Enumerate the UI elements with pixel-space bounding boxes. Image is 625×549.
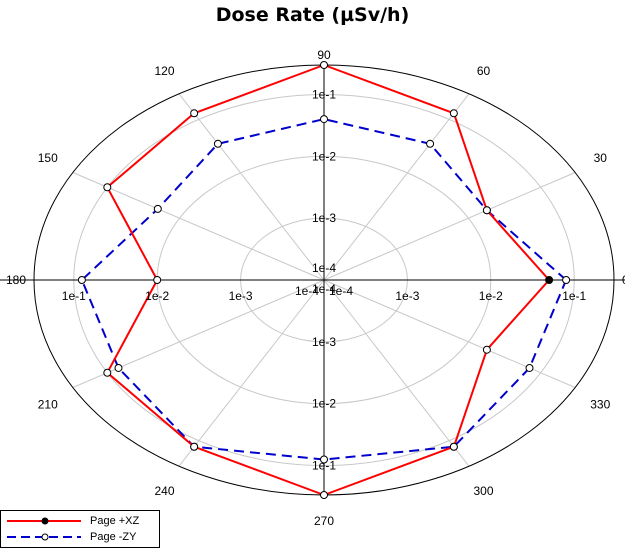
series-0-point-0 <box>545 276 554 284</box>
legend-label-0: Page +XZ <box>90 515 140 527</box>
angle-tick-label-240: 240 <box>154 484 174 498</box>
legend-label-1: Page -ZY <box>90 531 137 543</box>
angle-tick-label-150: 150 <box>38 151 58 165</box>
radial-label-n-3: 1e-1 <box>312 88 336 102</box>
series-0-point-4 <box>190 109 199 118</box>
radial-label-center-s: 1e-4 <box>312 282 336 296</box>
labels-layer: 03060901201501802102402703003301e-41e-41… <box>6 48 625 528</box>
radial-label-s-3: 1e-1 <box>312 458 336 472</box>
angle-tick-label-120: 120 <box>154 64 174 78</box>
series-0-point-3 <box>320 61 328 69</box>
spoke-60 <box>323 93 470 281</box>
grid <box>0 64 625 496</box>
angle-tick-label-300: 300 <box>473 484 493 498</box>
radial-label-s-2: 1e-2 <box>312 397 336 411</box>
series-1-point-3 <box>320 115 328 124</box>
series-layer <box>77 61 571 499</box>
spoke-120 <box>178 93 325 281</box>
spoke-150 <box>72 172 325 281</box>
series-0-point-8 <box>190 442 199 451</box>
legend: Page +XZ Page -ZY <box>0 510 160 548</box>
radial-label-e-1: 1e-3 <box>395 289 419 303</box>
radial-label-e-3: 1e-1 <box>562 289 586 303</box>
series-1-point-4 <box>213 139 222 148</box>
series-1-point-2 <box>426 139 435 148</box>
spoke-30 <box>323 172 576 281</box>
series-1-point-11 <box>525 363 534 372</box>
angle-tick-label-0: 0 <box>622 273 625 287</box>
series-0-point-9 <box>320 491 328 499</box>
radial-label-w-1: 1e-3 <box>229 289 253 303</box>
radial-label-n-1: 1e-3 <box>312 211 336 225</box>
series-0-point-10 <box>449 442 458 451</box>
series-1-point-6 <box>77 276 86 284</box>
angle-tick-label-90: 90 <box>317 48 331 62</box>
radial-label-center-w: 1e-4 <box>295 284 319 298</box>
radial-label-e-2: 1e-2 <box>479 289 503 303</box>
angle-tick-label-270: 270 <box>314 514 334 528</box>
spoke-210 <box>72 279 325 388</box>
angle-tick-label-180: 180 <box>6 273 26 287</box>
spoke-300 <box>323 279 470 467</box>
legend-swatch-1 <box>7 533 81 541</box>
angle-tick-label-60: 60 <box>477 64 491 78</box>
spoke-330 <box>323 279 576 388</box>
radial-label-center-e: 1e-4 <box>329 284 353 298</box>
legend-item-1: Page -ZY <box>1 529 159 545</box>
spoke-240 <box>178 279 325 467</box>
series-1-point-9 <box>320 455 328 464</box>
legend-item-0: Page +XZ <box>1 513 159 529</box>
chart-title: Dose Rate (µSv/h) <box>215 4 410 26</box>
series-0-point-2 <box>449 109 458 118</box>
legend-swatch-0 <box>7 517 81 525</box>
series-1-point-0 <box>562 276 571 284</box>
radial-label-w-2: 1e-2 <box>145 289 169 303</box>
series-1-point-5 <box>153 204 162 213</box>
series-0-point-5 <box>103 183 112 192</box>
radial-label-n-2: 1e-2 <box>312 149 336 163</box>
series-1-point-7 <box>114 363 123 372</box>
radial-label-w-3: 1e-1 <box>62 289 86 303</box>
radial-label-center-n: 1e-4 <box>312 261 336 275</box>
series-0-point-7 <box>103 368 112 377</box>
radial-label-s-1: 1e-3 <box>312 335 336 349</box>
angle-tick-label-330: 330 <box>590 397 610 411</box>
series-0-point-1 <box>482 206 491 215</box>
series-0-point-6 <box>153 276 162 284</box>
series-0-point-11 <box>482 345 491 354</box>
angle-tick-label-210: 210 <box>38 397 58 411</box>
angle-tick-label-30: 30 <box>594 151 608 165</box>
